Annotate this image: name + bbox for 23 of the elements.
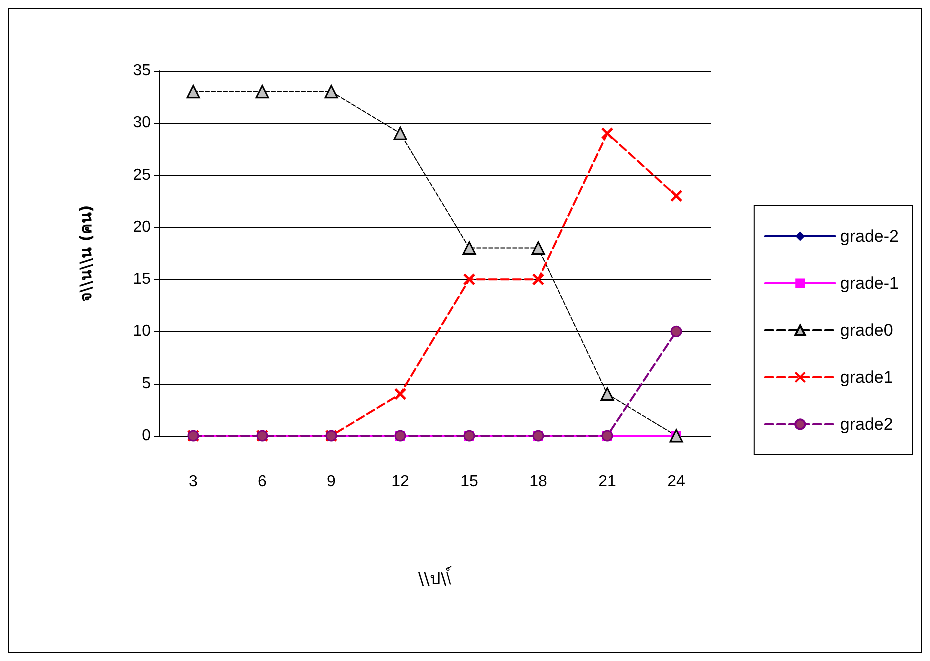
y-tick-label: 30 — [133, 114, 152, 132]
y-tick-label: 25 — [133, 166, 152, 184]
x-tick-label: 12 — [392, 474, 410, 490]
x-tick-label: 18 — [530, 474, 548, 490]
legend-label: grade0 — [840, 321, 894, 340]
legend-label: grade-1 — [840, 274, 900, 293]
x-axis-title: \\ป\\์ — [418, 566, 453, 590]
y-axis-title: จ\\น\\น (คน) — [76, 205, 96, 302]
legend-label: grade2 — [840, 415, 894, 434]
legend-label: grade-2 — [840, 227, 900, 246]
y-tick-label: 15 — [133, 271, 152, 288]
x-tick-label: 6 — [258, 474, 268, 490]
y-tick-label: 10 — [133, 323, 152, 340]
y-tick-label: 20 — [133, 218, 152, 236]
legend-label: grade1 — [840, 368, 894, 387]
x-tick-label: 15 — [460, 474, 478, 490]
x-tick-label: 21 — [598, 474, 616, 490]
x-tick-label: 3 — [189, 474, 198, 490]
y-tick-label: 5 — [142, 375, 152, 392]
y-tick-label: 35 — [133, 62, 152, 80]
x-tick-label: 24 — [668, 474, 686, 490]
y-tick-label: 0 — [142, 428, 152, 444]
x-tick-label: 9 — [327, 474, 336, 490]
